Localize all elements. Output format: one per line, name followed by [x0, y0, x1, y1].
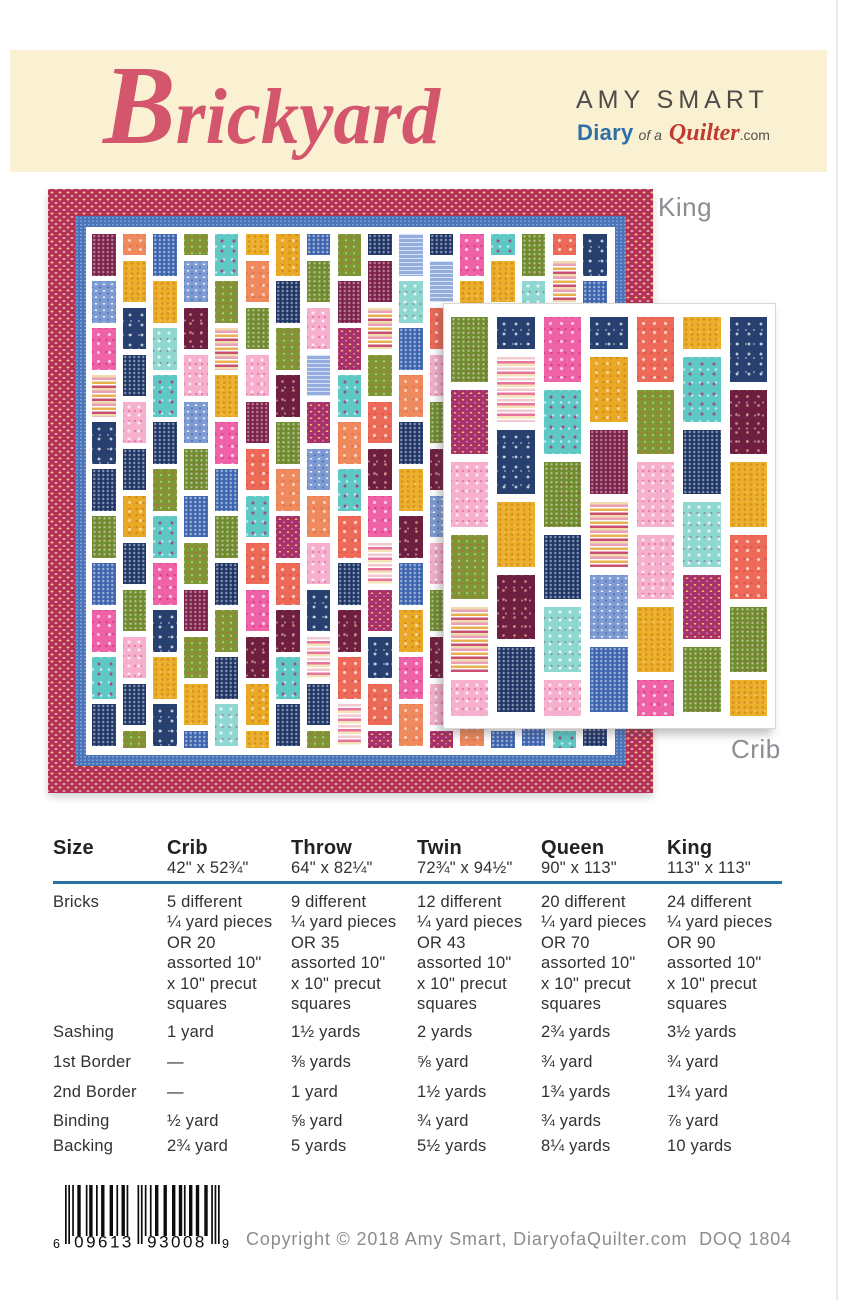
svg-text:6: 6 — [53, 1237, 60, 1251]
svg-text:Brickyard: Brickyard — [101, 44, 441, 168]
svg-text:9: 9 — [222, 1237, 229, 1251]
svg-text:93008: 93008 — [147, 1233, 207, 1252]
svg-text:09613: 09613 — [74, 1233, 134, 1252]
